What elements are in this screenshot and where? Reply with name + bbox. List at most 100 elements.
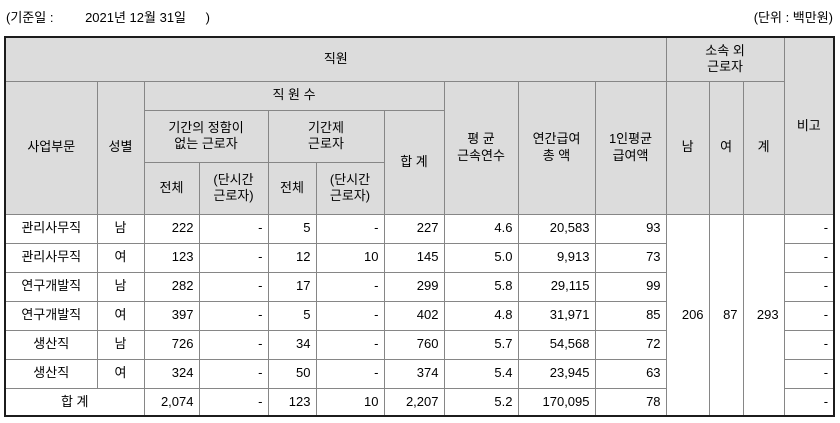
division-cell: 생산직 [4, 329, 98, 360]
table-row: 연구개발직 여 397 - 5 - 402 4.8 31,971 85 - [4, 300, 835, 331]
gender-cell: 여 [96, 300, 145, 331]
top-labels: (기준일 : 2021년 12월 31일 ) (단위 : 백만원) [0, 0, 840, 26]
annual-pay-cell: 9,913 [517, 242, 596, 273]
perm-part-cell: - [198, 242, 269, 273]
avg-years-cell: 5.8 [443, 271, 519, 302]
fixed-part-cell: - [315, 213, 385, 244]
fixed-part-cell: - [315, 329, 385, 360]
total-cell: 374 [383, 358, 445, 389]
header-annual-salary-total: 연간급여 총 액 [517, 80, 596, 215]
total-cell: 760 [383, 329, 445, 360]
gender-cell: 여 [96, 358, 145, 389]
avg-years-cell: 4.8 [443, 300, 519, 331]
perm-part-cell: - [198, 213, 269, 244]
gender-cell: 여 [96, 242, 145, 273]
division-cell: 연구개발직 [4, 300, 98, 331]
total-cell: 2,207 [383, 387, 445, 417]
remark-cell: - [783, 387, 835, 417]
external-sum-total-cell: 293 [742, 213, 785, 417]
avg-years-cell: 5.0 [443, 242, 519, 273]
avg-pay-cell: 73 [594, 242, 667, 273]
fixed-total-cell: 17 [267, 271, 317, 302]
total-cell: 145 [383, 242, 445, 273]
external-male-total-cell: 206 [665, 213, 710, 417]
header-subtotal: 합 계 [383, 109, 445, 215]
perm-part-cell: - [198, 271, 269, 302]
base-date-close-paren: ) [205, 10, 210, 25]
annual-pay-cell: 20,583 [517, 213, 596, 244]
header-avg-service-years: 평 균 근속연수 [443, 80, 519, 215]
base-date-prefix: (기준일 : [6, 10, 54, 25]
perm-total-cell: 222 [143, 213, 200, 244]
header-fixed-all: 전체 [267, 161, 317, 215]
remark-cell: - [783, 242, 835, 273]
remark-cell: - [783, 358, 835, 389]
avg-pay-cell: 78 [594, 387, 667, 417]
division-cell: 생산직 [4, 358, 98, 389]
header-avg-salary-per-person: 1인평균 급여액 [594, 80, 667, 215]
gender-cell: 남 [96, 329, 145, 360]
total-row-label: 합 계 [4, 387, 145, 417]
fixed-part-cell: 10 [315, 387, 385, 417]
fixed-part-cell: - [315, 358, 385, 389]
annual-pay-cell: 29,115 [517, 271, 596, 302]
base-date-value: 2021년 12월 31일 [85, 10, 187, 25]
perm-part-cell: - [198, 300, 269, 331]
header-external-male: 남 [665, 80, 710, 215]
avg-pay-cell: 72 [594, 329, 667, 360]
remark-cell: - [783, 300, 835, 331]
external-female-total-cell: 87 [708, 213, 744, 417]
remark-cell: - [783, 271, 835, 302]
table-row: 관리사무직 여 123 - 12 10 145 5.0 9,913 73 - [4, 242, 835, 273]
base-date-label: (기준일 : 2021년 12월 31일 ) [6, 7, 210, 26]
fixed-total-cell: 5 [267, 300, 317, 331]
fixed-total-cell: 123 [267, 387, 317, 417]
fixed-part-cell: 10 [315, 242, 385, 273]
division-cell: 관리사무직 [4, 213, 98, 244]
remark-cell: - [783, 213, 835, 244]
table-row: 관리사무직 남 222 - 5 - 227 4.6 20,583 93 206 … [4, 213, 835, 417]
annual-pay-cell: 54,568 [517, 329, 596, 360]
table-row: 생산직 여 324 - 50 - 374 5.4 23,945 63 - [4, 358, 835, 389]
avg-pay-cell: 93 [594, 213, 667, 244]
total-cell: 227 [383, 213, 445, 244]
header-remark: 비고 [783, 36, 835, 215]
header-permanent-all: 전체 [143, 161, 200, 215]
fixed-total-cell: 50 [267, 358, 317, 389]
avg-years-cell: 4.6 [443, 213, 519, 244]
perm-total-cell: 324 [143, 358, 200, 389]
avg-pay-cell: 99 [594, 271, 667, 302]
avg-years-cell: 5.4 [443, 358, 519, 389]
unit-label: (단위 : 백만원) [753, 10, 833, 25]
header-permanent-part-time: (단시간 근로자) [198, 161, 269, 215]
remark-cell: - [783, 329, 835, 360]
total-cell: 402 [383, 300, 445, 331]
gender-cell: 남 [96, 271, 145, 302]
avg-years-cell: 5.2 [443, 387, 519, 417]
perm-part-cell: - [198, 358, 269, 389]
annual-pay-cell: 23,945 [517, 358, 596, 389]
fixed-total-cell: 5 [267, 213, 317, 244]
fixed-part-cell: - [315, 300, 385, 331]
header-gender: 성별 [96, 80, 145, 215]
fixed-part-cell: - [315, 271, 385, 302]
perm-part-cell: - [198, 329, 269, 360]
header-fixed-term-workers: 기간제 근로자 [267, 109, 385, 163]
perm-total-cell: 397 [143, 300, 200, 331]
header-employee-count: 직 원 수 [143, 80, 445, 111]
avg-pay-cell: 63 [594, 358, 667, 389]
perm-total-cell: 2,074 [143, 387, 200, 417]
annual-pay-cell: 170,095 [517, 387, 596, 417]
header-division: 사업부문 [4, 80, 98, 215]
avg-pay-cell: 85 [594, 300, 667, 331]
header-external-sum: 계 [742, 80, 785, 215]
total-cell: 299 [383, 271, 445, 302]
total-row: 합 계 2,074 - 123 10 2,207 5.2 170,095 78 … [4, 387, 835, 417]
header-permanent-workers: 기간의 정함이 없는 근로자 [143, 109, 269, 163]
gender-cell: 남 [96, 213, 145, 244]
header-fixed-part-time: (단시간 근로자) [315, 161, 385, 215]
fixed-total-cell: 34 [267, 329, 317, 360]
avg-years-cell: 5.7 [443, 329, 519, 360]
header-employees-group: 직원 [4, 36, 667, 82]
division-cell: 연구개발직 [4, 271, 98, 302]
